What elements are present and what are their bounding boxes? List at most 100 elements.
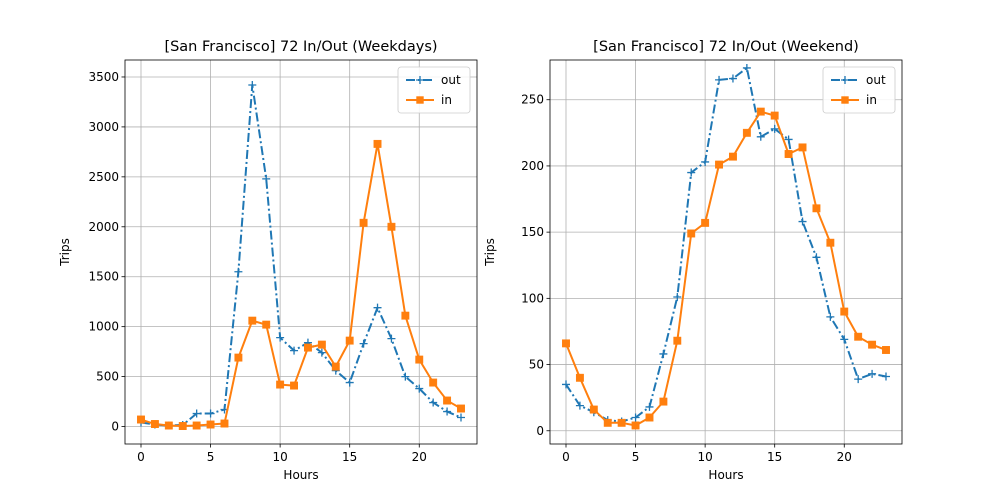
point-out — [798, 217, 807, 226]
legend-label-in: in — [441, 93, 452, 107]
point-in — [290, 381, 298, 390]
point-out — [701, 157, 710, 166]
x-axis-label: Hours — [708, 468, 743, 482]
legend-box — [397, 66, 471, 114]
x-tick-label: 0 — [562, 450, 570, 464]
y-tick-label: 500 — [96, 370, 119, 384]
legend-box — [822, 66, 896, 114]
point-in — [617, 418, 626, 427]
y-axis-label: Trips — [58, 238, 72, 267]
y-axis-label: Trips — [483, 238, 497, 267]
x-tick-label: 15 — [342, 450, 357, 464]
point-in — [164, 421, 173, 430]
legend: out in — [397, 66, 471, 114]
axes-frame — [549, 59, 903, 445]
series-line-out — [140, 83, 462, 427]
point-out — [415, 384, 424, 393]
point-in — [443, 396, 452, 405]
y-tick-label: 1000 — [88, 320, 119, 334]
point-out — [840, 335, 849, 344]
y-tick-label: 1500 — [88, 270, 119, 284]
point-out — [345, 378, 354, 387]
point-out — [868, 369, 877, 378]
y-tick-label: 3500 — [88, 70, 119, 84]
x-tick-label: 5 — [632, 450, 640, 464]
y-tick-label: 50 — [529, 358, 544, 372]
point-out — [457, 413, 465, 422]
x-tick-label: 20 — [837, 450, 852, 464]
legend-label-in: in — [866, 93, 877, 107]
point-in — [812, 204, 821, 213]
point-in — [742, 128, 751, 137]
chart-title: [San Francisco] 72 In/Out (Weekdays) — [164, 39, 437, 55]
y-tick-label: 2500 — [88, 170, 119, 184]
point-in — [840, 307, 849, 316]
point-out — [234, 267, 243, 276]
point-in — [178, 422, 187, 430]
point-out — [728, 74, 737, 83]
series-line-in — [565, 110, 887, 427]
point-in — [373, 139, 382, 148]
point-out — [290, 346, 299, 355]
point-in — [192, 421, 201, 430]
point-in — [603, 418, 612, 427]
point-in — [687, 229, 696, 238]
point-out — [575, 401, 584, 410]
point-in — [276, 380, 285, 389]
legend-label-out: out — [866, 73, 886, 87]
legend-marker-out — [841, 76, 849, 84]
point-in — [304, 343, 312, 352]
point-in — [882, 346, 890, 354]
x-tick-label: 10 — [697, 450, 712, 464]
point-in — [248, 316, 257, 325]
point-out — [443, 407, 452, 416]
point-in — [715, 160, 723, 169]
point-in — [345, 336, 354, 345]
point-out — [206, 409, 215, 418]
y-tick-label: 250 — [521, 93, 544, 107]
point-out — [742, 63, 751, 72]
point-out — [673, 293, 682, 302]
point-in — [784, 150, 793, 158]
point-in — [387, 222, 396, 231]
point-out — [756, 132, 765, 141]
point-in — [562, 339, 570, 348]
point-in — [331, 362, 340, 371]
point-out — [387, 334, 396, 343]
point-in — [673, 336, 682, 345]
point-in — [631, 421, 640, 430]
y-tick-label: 2000 — [88, 220, 119, 234]
x-tick-label: 20 — [412, 450, 427, 464]
x-axis-label: Hours — [283, 468, 318, 482]
point-out — [631, 413, 640, 422]
x-tick-label: 10 — [272, 450, 287, 464]
point-in — [826, 238, 835, 247]
point-out — [645, 402, 654, 411]
point-out — [854, 375, 863, 384]
x-tick-label: 15 — [767, 450, 782, 464]
point-in — [150, 420, 159, 428]
point-in — [429, 378, 438, 387]
legend-marker-out — [416, 76, 424, 84]
legend: out in — [822, 66, 896, 114]
point-out — [687, 168, 696, 177]
point-in — [756, 107, 765, 116]
x-tick-label: 5 — [207, 450, 215, 464]
point-in — [729, 152, 737, 161]
point-in — [645, 413, 654, 422]
point-out — [826, 312, 835, 321]
legend-marker-in — [416, 96, 424, 104]
point-out — [276, 333, 285, 342]
point-out — [401, 372, 410, 381]
series-line-out — [565, 66, 887, 423]
point-in — [575, 373, 584, 382]
point-out — [882, 372, 890, 381]
legend-label-out: out — [441, 73, 461, 87]
point-in — [262, 320, 271, 329]
y-tick-label: 150 — [521, 225, 544, 239]
point-out — [770, 124, 779, 133]
point-in — [589, 405, 598, 414]
point-in — [234, 353, 243, 362]
